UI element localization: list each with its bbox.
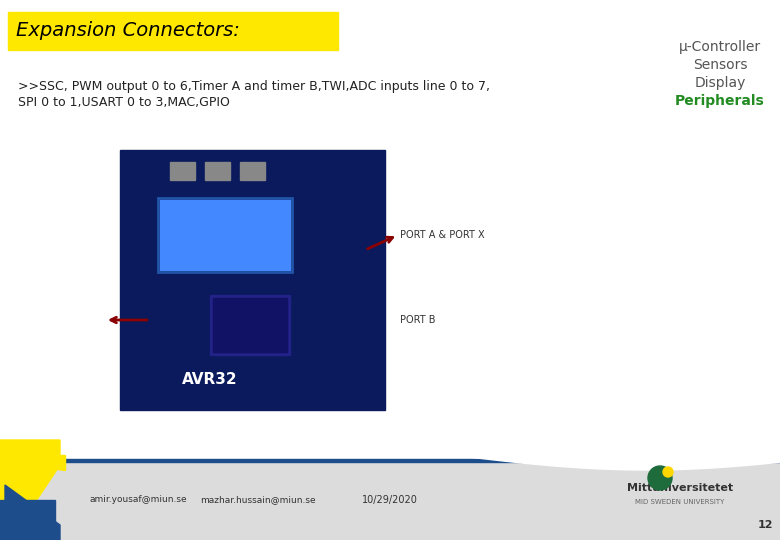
Text: Expansion Connectors:: Expansion Connectors: <box>16 22 240 40</box>
Text: PORT A & PORT X: PORT A & PORT X <box>400 230 484 240</box>
Circle shape <box>648 466 672 490</box>
Text: >>SSC, PWM output 0 to 6,Timer A and timer B,TWI,ADC inputs line 0 to 7,: >>SSC, PWM output 0 to 6,Timer A and tim… <box>18 80 490 93</box>
Text: 10/29/2020: 10/29/2020 <box>362 495 418 505</box>
Bar <box>205 162 230 180</box>
Polygon shape <box>0 440 60 540</box>
Text: PORT B: PORT B <box>400 315 435 325</box>
Bar <box>8 12 338 50</box>
Text: Sensors: Sensors <box>693 58 747 72</box>
Text: amir.yousaf@miun.se: amir.yousaf@miun.se <box>90 496 188 504</box>
Bar <box>170 162 195 180</box>
Bar <box>240 162 265 180</box>
Polygon shape <box>5 485 60 540</box>
Text: 12: 12 <box>757 520 773 530</box>
Polygon shape <box>5 455 65 470</box>
Bar <box>0 459 780 462</box>
Bar <box>158 198 292 272</box>
Text: Display: Display <box>694 76 746 90</box>
Text: MID SWEDEN UNIVERSITY: MID SWEDEN UNIVERSITY <box>636 499 725 505</box>
Text: μ-Controller: μ-Controller <box>679 40 761 54</box>
Bar <box>120 150 385 410</box>
Bar <box>213 298 287 352</box>
Text: Peripherals: Peripherals <box>675 94 765 108</box>
Bar <box>210 295 290 355</box>
Text: SPI 0 to 1,USART 0 to 3,MAC,GPIO: SPI 0 to 1,USART 0 to 3,MAC,GPIO <box>18 96 230 109</box>
Polygon shape <box>0 500 55 540</box>
Text: Mittuniversitetet: Mittuniversitetet <box>627 483 733 493</box>
Text: AVR32: AVR32 <box>183 373 238 388</box>
Polygon shape <box>0 410 780 470</box>
Bar <box>160 200 290 270</box>
Text: mazhar.hussain@miun.se: mazhar.hussain@miun.se <box>200 496 316 504</box>
Circle shape <box>663 467 673 477</box>
Bar <box>0 460 780 540</box>
